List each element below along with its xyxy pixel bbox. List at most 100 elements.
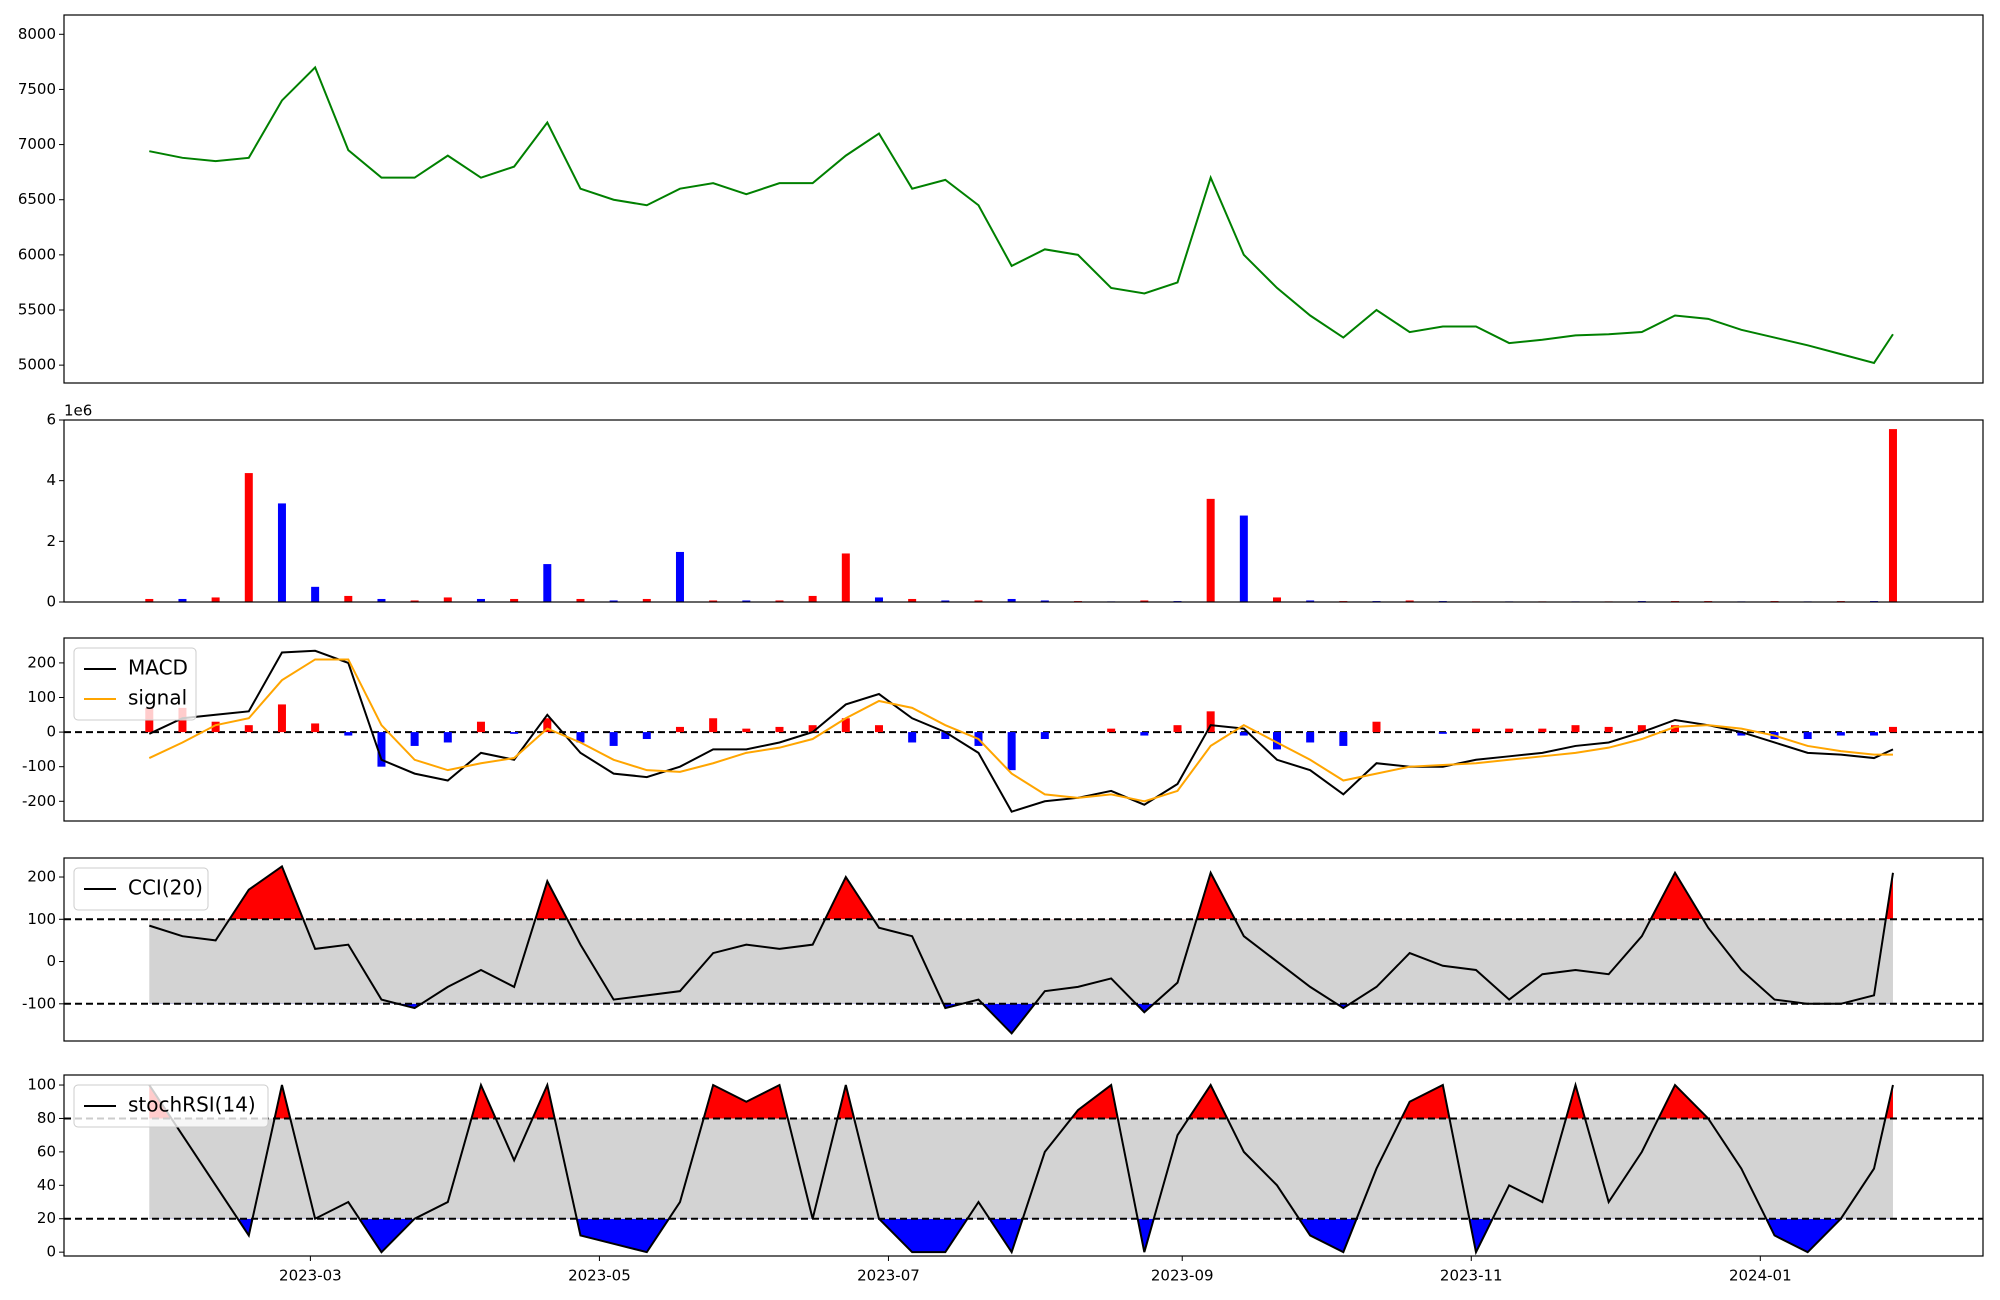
bar <box>742 728 751 733</box>
y-tick-label: 100 <box>27 910 56 928</box>
bar <box>808 725 817 733</box>
below-fill <box>149 1218 1893 1253</box>
x-tick-label: 2023-03 <box>279 1267 342 1285</box>
bar <box>211 721 220 733</box>
bar <box>1339 732 1348 746</box>
bar <box>1173 725 1182 733</box>
bar <box>576 732 585 743</box>
series-line <box>149 65 1894 365</box>
y-tick-label: 0 <box>46 723 56 741</box>
panel-frame <box>63 419 1984 603</box>
bar <box>311 723 320 733</box>
bar <box>1140 600 1149 602</box>
x-tick-label: 2023-05 <box>568 1267 631 1285</box>
y-tick-label: 40 <box>37 1176 56 1194</box>
bar <box>443 732 452 743</box>
bar <box>609 600 618 602</box>
legend-box <box>73 1084 269 1128</box>
y-tick-label: 6500 <box>18 190 56 208</box>
bar <box>1040 600 1049 602</box>
below-fill <box>149 1003 1893 1034</box>
bar <box>808 595 817 602</box>
y-tick-label: 20 <box>37 1209 56 1227</box>
bar <box>311 586 320 602</box>
series-line <box>148 1081 1894 1256</box>
bar <box>1372 721 1381 733</box>
bar <box>244 725 253 733</box>
bar <box>1306 732 1315 743</box>
bar <box>344 595 353 602</box>
bar <box>1870 732 1879 736</box>
y-tick-label: -200 <box>22 792 56 810</box>
bar <box>841 553 850 602</box>
bar <box>1472 728 1481 733</box>
bar <box>1438 732 1447 734</box>
bar <box>1505 728 1514 733</box>
y-tick-label: 0 <box>46 593 56 611</box>
bar <box>1405 600 1414 602</box>
bar <box>1604 726 1613 733</box>
legend-label: signal <box>128 686 187 710</box>
bar <box>941 600 950 602</box>
y-tick-label: 100 <box>27 1076 56 1094</box>
bar <box>1239 515 1248 602</box>
x-tick-label: 2023-07 <box>857 1267 920 1285</box>
y-tick-label: 5500 <box>18 300 56 318</box>
bar <box>377 598 386 602</box>
y-tick-label: 5000 <box>18 356 56 374</box>
bar <box>709 600 718 602</box>
bar <box>609 732 618 746</box>
bar <box>1571 725 1580 733</box>
bar <box>277 704 286 733</box>
legend-label: CCI(20) <box>128 876 203 900</box>
y-tick-label: -100 <box>22 994 56 1012</box>
bar <box>1040 732 1049 740</box>
bar <box>1803 732 1812 740</box>
bar <box>642 732 651 740</box>
bar <box>1140 732 1149 736</box>
bar <box>1239 732 1248 736</box>
bar <box>410 600 419 602</box>
legend-label: MACD <box>128 656 188 680</box>
bar <box>1637 725 1646 733</box>
bar <box>377 732 386 767</box>
bar <box>510 732 519 734</box>
bar <box>1836 732 1845 736</box>
y-tick-label: 7000 <box>18 135 56 153</box>
bar <box>510 598 519 602</box>
bar <box>1272 732 1281 750</box>
bar <box>344 732 353 736</box>
bar <box>1888 429 1897 602</box>
bar <box>1737 732 1746 736</box>
bar <box>476 721 485 733</box>
bar <box>211 597 220 602</box>
bar <box>1671 725 1680 733</box>
x-tick-label: 2023-09 <box>1151 1267 1214 1285</box>
bar <box>1272 597 1281 602</box>
y-tick-label: -100 <box>22 757 56 775</box>
bar <box>576 598 585 602</box>
bar <box>675 551 684 602</box>
panel-frame <box>63 14 1984 384</box>
x-tick-label: 2024-01 <box>1729 1267 1792 1285</box>
bar <box>1206 498 1215 602</box>
bar <box>1107 728 1116 733</box>
series-line <box>148 658 1893 803</box>
bar <box>874 725 883 733</box>
y-tick-label: 60 <box>37 1142 56 1160</box>
bar <box>1007 598 1016 602</box>
bar <box>874 597 883 602</box>
legend-box <box>73 647 197 721</box>
y-tick-label: 200 <box>27 653 56 671</box>
y-tick-label: 6000 <box>18 245 56 263</box>
y-tick-label: 7500 <box>18 80 56 98</box>
bar <box>1888 726 1897 733</box>
bar <box>709 718 718 733</box>
x-tick-label: 2023-11 <box>1440 1267 1503 1285</box>
panel-frame <box>63 1074 1984 1257</box>
bar <box>1538 728 1547 733</box>
panel-frame <box>63 857 1984 1042</box>
neutral-band <box>149 919 1893 1004</box>
bar <box>974 600 983 602</box>
